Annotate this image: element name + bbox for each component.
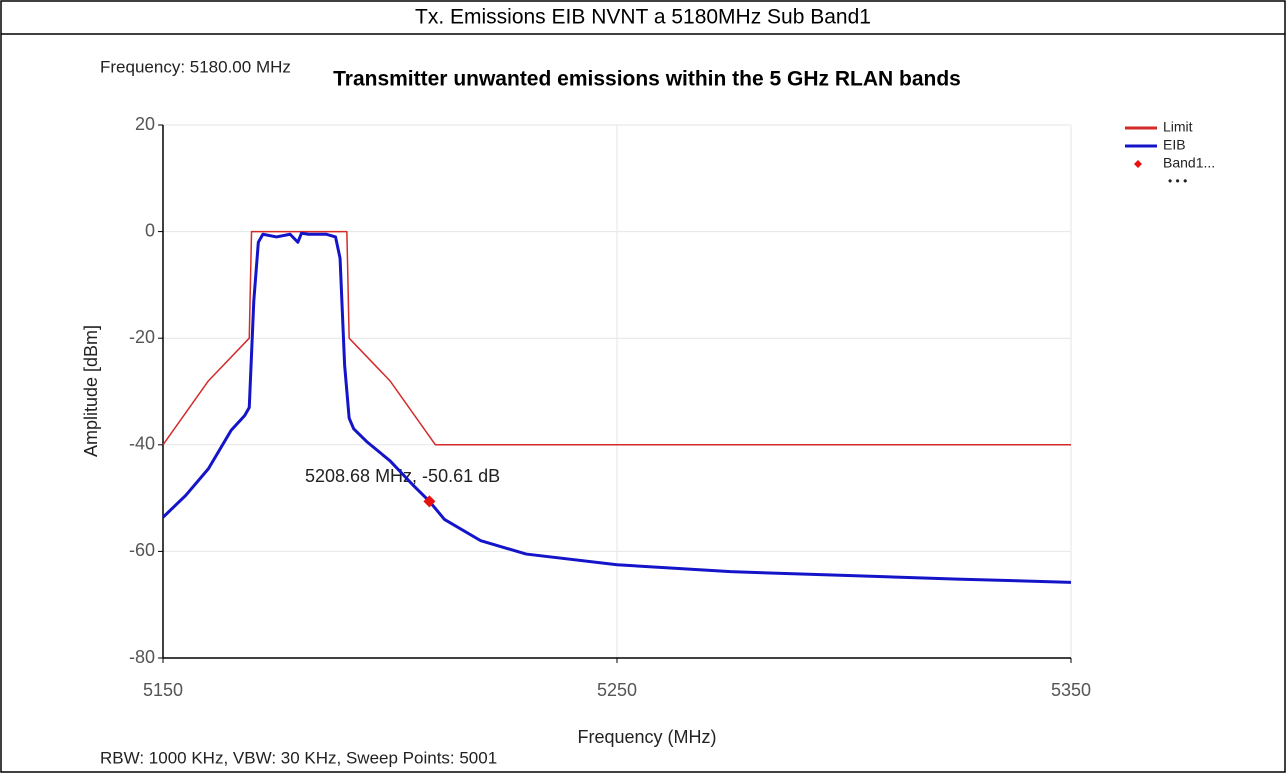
series-line [161,231,1072,584]
y-tick-label: 20 [135,114,155,134]
legend-label: Limit [1163,119,1193,135]
x-axis-label: Frequency (MHz) [577,727,716,747]
chart-title: Transmitter unwanted emissions within th… [333,68,961,91]
y-tick-label: 0 [145,220,155,240]
x-tick-label: 5250 [597,680,637,700]
y-tick-label: -40 [129,434,155,454]
legend-swatch [1134,160,1142,168]
plot: 20 0 -20 -40 -60 -80 5150 5250 5350 Limit EIB Band1… [129,114,1215,700]
footnote: RBW: 1000 KHz, VBW: 30 KHz, Sweep Points… [100,748,497,767]
x-tick-label: 5150 [143,680,183,700]
y-tick-label: -60 [129,540,155,560]
series-line [162,230,1071,446]
legend-label: Band1... [1163,155,1215,171]
legend-label: EIB [1163,137,1186,153]
marker [423,495,436,508]
legend-overflow: • • • [1168,174,1187,188]
x-tick-label: 5350 [1051,680,1091,700]
y-tick-label: -80 [129,647,155,667]
y-tick-label: -20 [129,327,155,347]
subtitle: Frequency: 5180.00 MHz [100,57,291,76]
y-axis-label: Amplitude [dBm] [81,325,101,457]
header: Tx. Emissions EIB NVNT a 5180MHz Sub Ban… [415,6,871,29]
